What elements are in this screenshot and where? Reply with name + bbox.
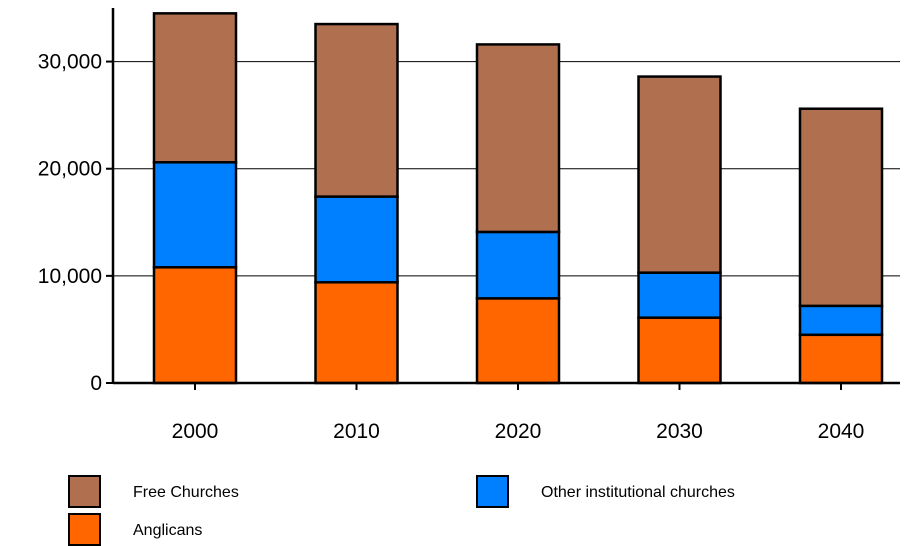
x-tick-label: 2040	[818, 420, 865, 443]
legend: Free Churches Other institutional churche…	[68, 475, 735, 546]
bar-segment-anglicans	[314, 281, 399, 385]
legend-label: Free Churches	[133, 484, 239, 501]
y-tick-label: 10,000	[38, 265, 102, 288]
bar-segment-other-institutional-churches	[152, 161, 238, 269]
x-tick-label: 2000	[172, 420, 219, 443]
bar-segment-anglicans	[152, 266, 238, 385]
y-tick-label: 0	[90, 372, 102, 395]
bar-segment-other-institutional-churches	[798, 304, 884, 337]
legend-label: Anglicans	[133, 522, 202, 539]
bar-segment-free-churches	[798, 107, 884, 308]
bar-segment-anglicans	[475, 297, 561, 385]
legend-swatch	[68, 513, 101, 546]
x-tick-label: 2020	[495, 420, 542, 443]
bar-segment-free-churches	[152, 12, 238, 164]
bar-segment-free-churches	[314, 22, 399, 198]
bars	[152, 12, 884, 385]
y-axis-ticks: 0 10,000 20,000 30,000	[38, 51, 113, 395]
axes	[111, 8, 900, 385]
bar-segment-other-institutional-churches	[637, 271, 722, 319]
legend-swatch	[476, 475, 509, 508]
bar-segment-other-institutional-churches	[475, 230, 561, 300]
bar-segment-anglicans	[637, 316, 722, 385]
bar-segment-free-churches	[475, 43, 561, 234]
y-tick-label: 20,000	[38, 158, 102, 181]
y-tick-label: 30,000	[38, 51, 102, 74]
legend-swatch	[68, 475, 101, 508]
x-tick-label: 2010	[333, 420, 380, 443]
x-tick-label: 2030	[656, 420, 703, 443]
legend-label: Other institutional churches	[541, 484, 735, 501]
x-axis-ticks: 2000 2010 2020 2030 2040	[172, 383, 865, 443]
bar-segment-anglicans	[798, 333, 884, 385]
bar-segment-free-churches	[637, 75, 722, 274]
bar-segment-other-institutional-churches	[314, 195, 399, 284]
